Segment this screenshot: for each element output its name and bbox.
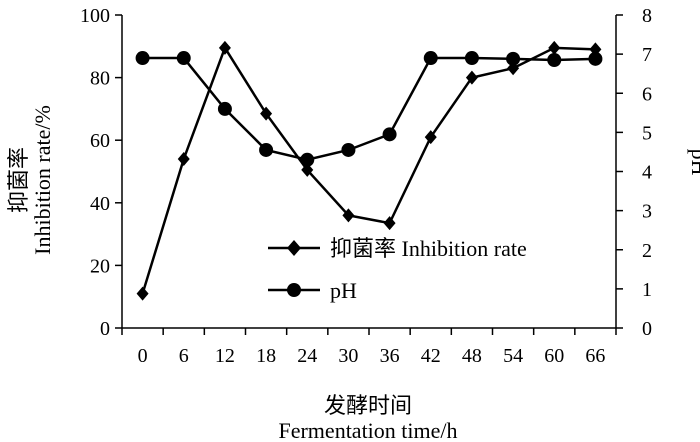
x-tick-label: 36 [380,345,400,367]
point-inhibition-rate [260,106,273,121]
x-tick-label: 0 [138,345,148,367]
point-ph [464,51,479,66]
legend: 抑菌率 Inhibition rate pH [268,236,527,303]
x-tick-label: 42 [421,345,441,367]
point-inhibition-rate [548,40,561,55]
point-ph [341,142,356,157]
y-right-tick-label: 1 [642,279,652,301]
y-right-tick-label: 3 [642,201,652,223]
x-tick-label: 30 [338,345,358,367]
y-axis-right-title: pH [687,149,700,176]
legend-label-inhibition-rate: 抑菌率 Inhibition rate [330,236,527,261]
point-ph [135,51,150,66]
legend-marker-ph [287,283,301,297]
point-ph [506,51,521,66]
y-left-tick-label: 20 [90,255,110,277]
legend-label-ph: pH [330,278,357,303]
x-axis-title-en: Fermentation time/h [278,418,457,442]
series-line-inhibition-rate [141,45,596,294]
point-inhibition-rate [424,130,437,145]
y-left-tick-label: 0 [100,318,110,340]
point-inhibition-rate [218,40,231,55]
point-ph [547,52,562,67]
x-tick-label: 54 [503,345,523,367]
point-ph [300,152,315,167]
point-ph [382,127,397,142]
point-inhibition-rate [177,151,190,166]
x-axis-ticks: 0 6 12 18 24 30 36 42 48 54 60 66 [121,328,617,367]
y-right-tick-label: 8 [642,5,652,27]
y-right-tick-label: 7 [642,44,652,66]
point-ph [259,142,274,157]
series-markers [135,40,603,301]
legend-marker-inhibition-rate [287,240,301,256]
point-inhibition-rate [342,208,355,223]
point-ph [176,51,191,66]
point-inhibition-rate [465,70,478,85]
y-axis-left-ticks: 0 20 40 60 80 100 [80,5,122,340]
y-axis-left-title-zh: 抑菌率 [6,147,31,213]
y-right-tick-label: 2 [642,240,652,262]
series-line-ph [142,56,596,162]
x-tick-label: 24 [297,345,317,367]
x-tick-label: 12 [215,345,235,367]
y-axis-left-title-en: Inhibition rate/% [30,105,55,255]
axes [121,15,617,329]
point-ph [423,51,438,66]
point-inhibition-rate [301,162,314,177]
y-left-tick-label: 80 [90,68,110,90]
y-left-tick-label: 60 [90,130,110,152]
y-right-tick-label: 0 [642,318,652,340]
y-left-tick-label: 40 [90,193,110,215]
x-tick-label: 66 [585,345,605,367]
y-left-tick-label: 100 [80,5,110,27]
point-inhibition-rate [136,286,149,301]
point-ph [217,101,232,116]
y-right-tick-label: 5 [642,122,652,144]
x-tick-label: 6 [179,345,189,367]
y-right-tick-label: 6 [642,83,652,105]
x-tick-label: 18 [256,345,276,367]
point-ph [588,51,603,66]
x-tick-label: 60 [544,345,564,367]
x-axis-title-zh: 发酵时间 [324,393,412,418]
x-tick-label: 48 [462,345,482,367]
point-inhibition-rate [383,216,396,231]
y-axis-right-ticks: 0 1 2 3 4 5 6 7 8 [616,5,652,340]
y-right-tick-label: 4 [642,162,652,184]
